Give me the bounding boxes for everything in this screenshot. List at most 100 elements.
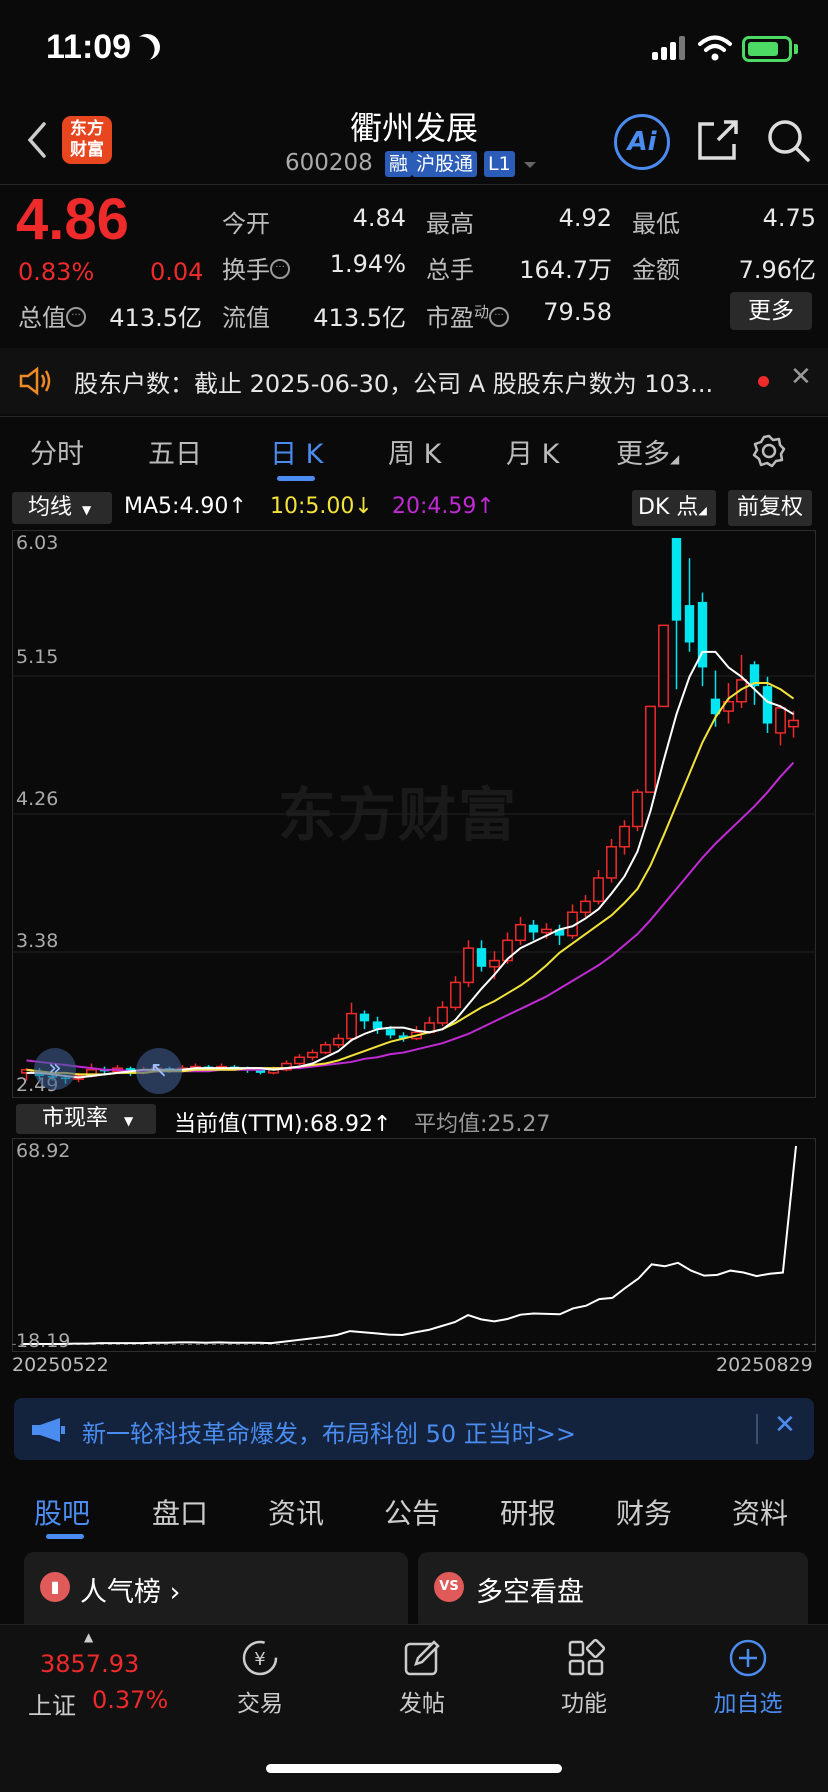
notice-bar[interactable] [0, 348, 828, 414]
low-label: 最低 [632, 210, 680, 238]
candle [294, 1054, 305, 1066]
search-icon[interactable] [764, 116, 812, 164]
y-tick-label: 6.03 [16, 532, 59, 554]
tab-research[interactable]: 研报 [500, 1497, 557, 1530]
candle [398, 1032, 409, 1042]
notice-text[interactable]: 股东户数：截止 2025-06-30，公司 A 股股东户数为 103... [74, 370, 714, 398]
tab-more[interactable]: 更多◢ [616, 439, 680, 470]
tab-monthly-k[interactable]: 月 K [506, 439, 560, 470]
candle [736, 654, 747, 708]
amount-label: 金额 [632, 256, 680, 284]
candle [632, 789, 643, 832]
indicator-select[interactable]: 均线 ▼ [12, 492, 112, 524]
tag-level: L1 [484, 151, 515, 177]
index-change[interactable]: 0.37% [92, 1686, 169, 1714]
dk-point-button[interactable]: DK 点◢ [632, 490, 716, 526]
divider [756, 1414, 758, 1444]
tab-weekly-k[interactable]: 周 K [388, 439, 442, 470]
candle [411, 1026, 422, 1041]
pcf-chart[interactable] [12, 1138, 816, 1352]
unread-dot [758, 376, 769, 387]
post-icon[interactable] [402, 1638, 442, 1678]
ma10-line [26, 682, 795, 1076]
more-button[interactable]: 更多 [730, 292, 812, 330]
add-icon[interactable] [728, 1638, 768, 1678]
grid-icon[interactable] [566, 1638, 606, 1678]
candle [775, 704, 786, 746]
sub-bottom-label: 18.19 [16, 1330, 71, 1352]
ma20-line [26, 761, 795, 1073]
low-value: 4.75 [762, 204, 816, 232]
nav-functions[interactable]: 功能 [561, 1691, 607, 1717]
date-start: 20250522 [12, 1354, 109, 1376]
candle [528, 920, 539, 941]
tab-five-day[interactable]: 五日 [148, 439, 202, 470]
ma20-value: 20:4.59↑ [392, 494, 495, 519]
svg-text:¥: ¥ [254, 1649, 265, 1670]
active-tab-indicator [277, 476, 315, 481]
adjust-button[interactable]: 前复权 [728, 490, 812, 526]
candle [437, 1001, 448, 1027]
index-value[interactable]: 3857.93 [40, 1650, 140, 1678]
ma5-value: MA5:4.90↑ [124, 494, 247, 519]
promo-text[interactable]: 新一轮科技革命爆发，布局科创 50 正当时>> [82, 1420, 577, 1448]
ai-button[interactable]: Ai [614, 114, 670, 170]
candle [684, 558, 695, 652]
bull-bear-title[interactable]: 多空看盘 [476, 1577, 584, 1608]
candle [359, 1010, 370, 1030]
tab-news[interactable]: 资讯 [268, 1497, 325, 1530]
candle [788, 711, 799, 738]
battery-icon [742, 36, 792, 62]
nav-post[interactable]: 发帖 [399, 1691, 445, 1717]
promo-banner[interactable] [14, 1398, 814, 1460]
ma10-value: 10:5.00↓ [270, 494, 373, 519]
candle [320, 1041, 331, 1055]
vs-icon: VS [434, 1572, 464, 1602]
kline-chart[interactable] [12, 530, 816, 1098]
chevron-down-icon[interactable] [522, 160, 538, 170]
candle [463, 940, 474, 988]
high-value: 4.92 [558, 204, 612, 232]
candle [450, 976, 461, 1011]
stock-code: 600208 [285, 150, 373, 176]
popularity-title[interactable]: 人气榜 › [80, 1577, 181, 1608]
trade-icon[interactable]: ¥ [238, 1638, 282, 1678]
pcf-line [21, 1145, 797, 1345]
tab-intraday[interactable]: 分时 [30, 439, 84, 470]
close-icon[interactable]: ✕ [774, 1410, 796, 1440]
candle [346, 1002, 357, 1042]
signal-icon [652, 36, 686, 60]
mktcap-label: 总值 ··· [18, 298, 86, 333]
index-name[interactable]: 上证 [28, 1692, 76, 1720]
nav-trade[interactable]: 交易 [237, 1691, 283, 1717]
wifi-icon [698, 35, 732, 61]
close-icon[interactable]: ✕ [790, 362, 812, 392]
nav-add-watchlist[interactable]: 加自选 [713, 1691, 783, 1717]
gear-icon[interactable] [752, 434, 786, 468]
tab-financials[interactable]: 财务 [616, 1497, 673, 1530]
battery-nub [794, 44, 798, 54]
tab-forum[interactable]: 股吧 [34, 1497, 91, 1530]
divider [0, 416, 828, 417]
draw-line-icon[interactable]: ↖ [136, 1048, 182, 1094]
date-end: 20250829 [716, 1354, 813, 1376]
sub-chart-frame[interactable] [12, 1138, 816, 1352]
expand-icon[interactable]: » [34, 1048, 76, 1090]
status-time: 11:09 [46, 28, 132, 66]
share-icon[interactable] [694, 116, 742, 164]
sub-indicator-select[interactable]: 市现率 ▼ [16, 1104, 156, 1134]
candle [593, 870, 604, 905]
home-indicator [266, 1764, 562, 1773]
tab-daily-k[interactable]: 日 K [270, 439, 324, 470]
tab-profile[interactable]: 资料 [732, 1497, 789, 1530]
tab-announcements[interactable]: 公告 [384, 1497, 441, 1530]
tab-order-book[interactable]: 盘口 [152, 1497, 209, 1530]
candle [554, 924, 565, 945]
caret-up-icon: ▲ [84, 1630, 94, 1644]
sub-average-value: 平均值:25.27 [414, 1112, 551, 1137]
candle [281, 1060, 292, 1072]
popularity-card[interactable] [24, 1552, 408, 1632]
back-icon[interactable] [24, 120, 50, 160]
sub-top-label: 68.92 [16, 1140, 71, 1162]
bull-bear-card[interactable] [418, 1552, 808, 1632]
